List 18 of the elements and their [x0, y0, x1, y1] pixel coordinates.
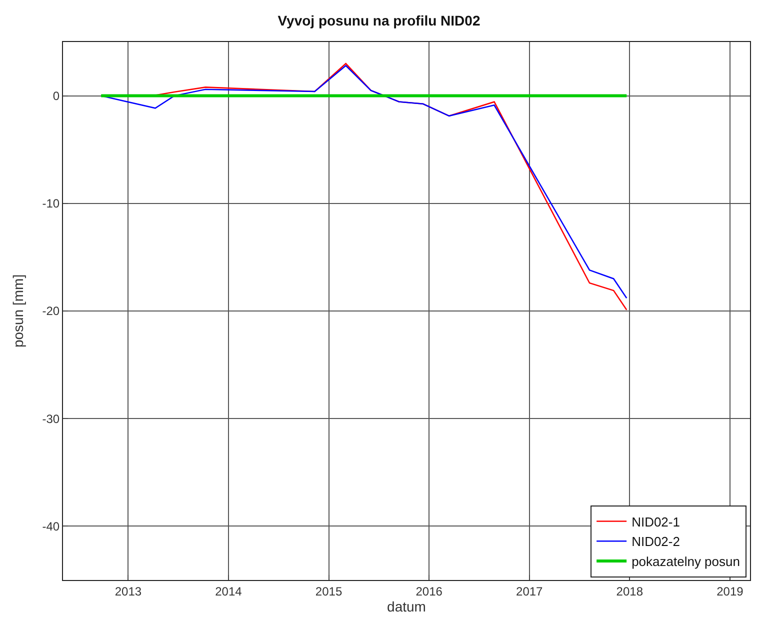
chart-title: Vyvoj posunu na profilu NID02: [278, 12, 480, 28]
legend-label: pokazatelny posun: [632, 554, 740, 570]
x-tick-label: 2013: [114, 584, 142, 598]
y-tick-label: 0: [52, 89, 60, 103]
x-tick-label: 2016: [416, 584, 443, 598]
y-tick-label: -20: [42, 304, 60, 318]
y-tick-label: -30: [42, 412, 60, 426]
x-tick-label: 2014: [215, 584, 242, 598]
x-tick-label: 2019: [716, 584, 744, 598]
y-axis-title: posun [mm]: [10, 274, 26, 348]
y-tick-label: -40: [42, 519, 60, 534]
y-tick-label: -10: [42, 196, 60, 211]
x-tick-label: 2018: [616, 584, 644, 598]
x-tick-label: 2017: [516, 584, 544, 598]
x-axis-title: datum: [387, 598, 426, 615]
legend-label: NID02-2: [632, 534, 680, 550]
legend-label: NID02-1: [632, 514, 680, 530]
x-tick-label: 2015: [315, 584, 342, 598]
